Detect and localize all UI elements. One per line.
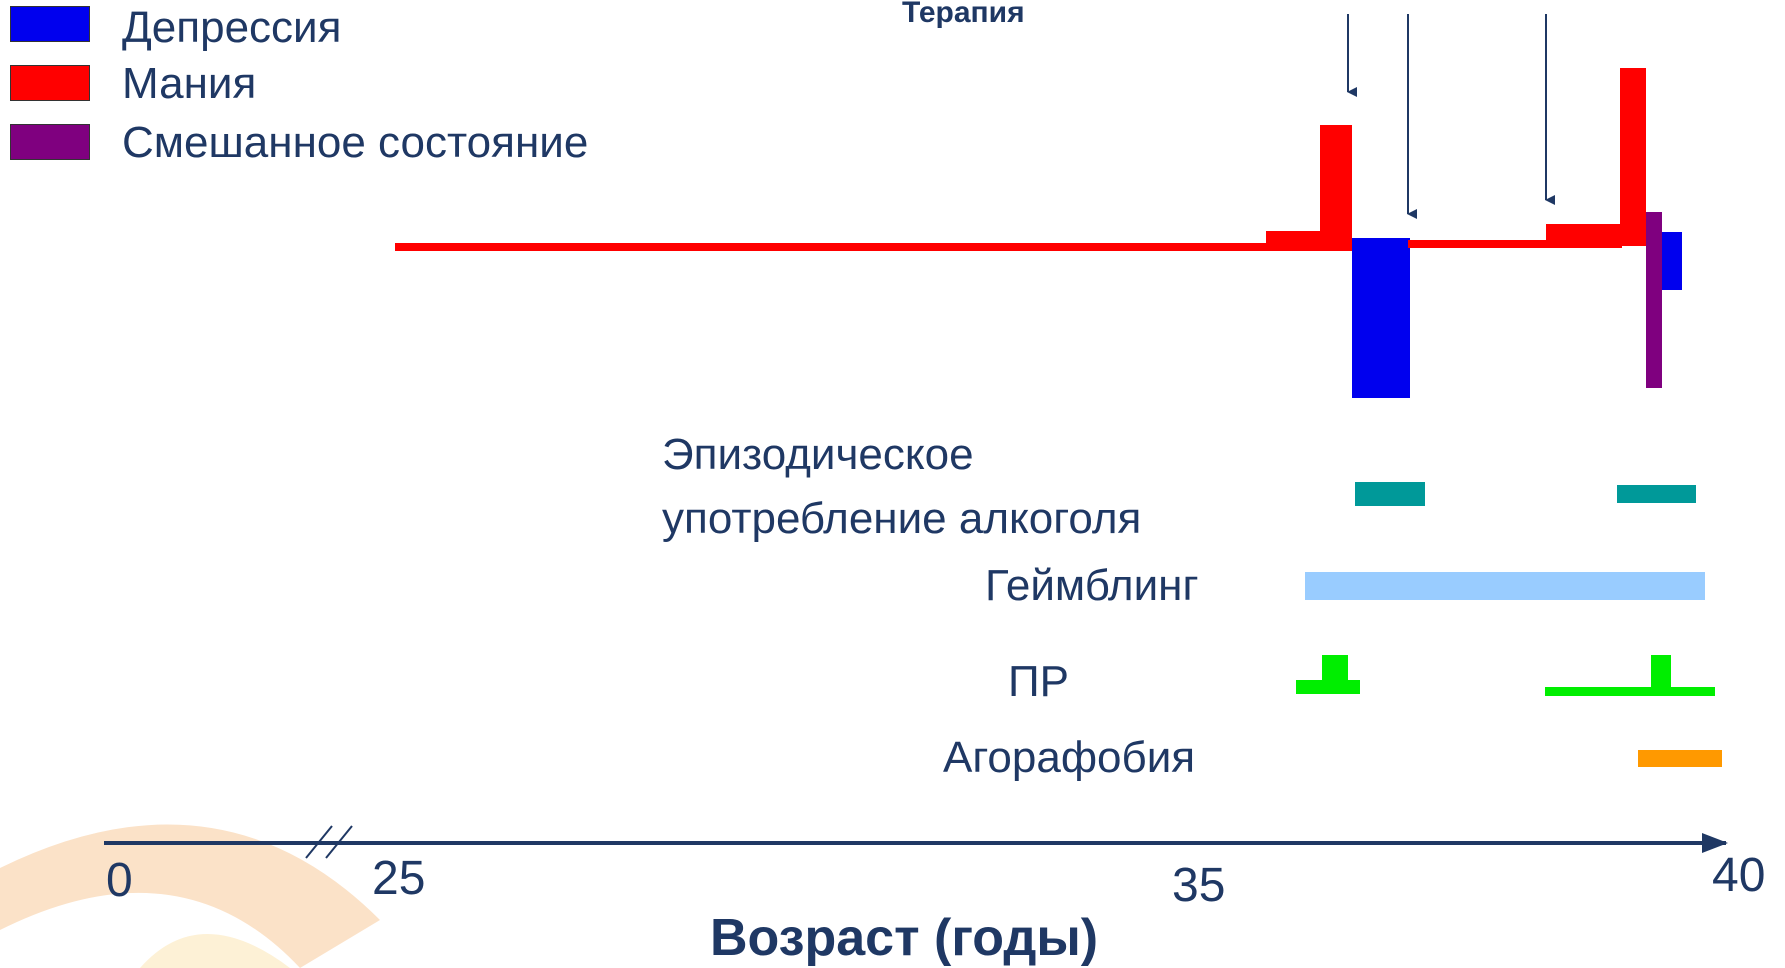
mania-episode-2 <box>1620 68 1646 246</box>
legend-swatch-mania <box>10 65 90 101</box>
axis-tick-25: 25 <box>372 852 426 905</box>
legend-label-mania: Мания <box>122 59 257 108</box>
depression-episode-2 <box>1662 232 1682 290</box>
alcohol-bar-2 <box>1617 485 1696 503</box>
legend-swatch-depression <box>10 6 90 42</box>
axis-tick-35: 35 <box>1172 859 1226 912</box>
axis-tick-0: 0 <box>106 854 133 907</box>
row-label-panic: ПР <box>1008 657 1069 706</box>
depression-episode-1 <box>1352 238 1410 398</box>
mania-episode-1 <box>1320 125 1352 251</box>
mania-hypomanic-1 <box>1266 231 1322 251</box>
row-label-gambling: Геймблинг <box>985 561 1199 610</box>
row-label-alcohol: Эпизодическое употребление алкоголя <box>662 423 1141 551</box>
row-label-alcohol-text: Эпизодическое употребление алкоголя <box>662 430 1142 543</box>
legend-swatch-mixed <box>10 124 90 160</box>
mania-baseline-2 <box>1408 240 1548 248</box>
swoosh-outer <box>0 824 380 968</box>
mixed-episode <box>1646 212 1662 388</box>
row-label-agoraphobia: Агорафобия <box>943 733 1196 782</box>
mania-hypomanic-2 <box>1546 224 1622 248</box>
panic-bar-2-end <box>1630 687 1715 696</box>
axis-break-mark-2 <box>325 825 353 859</box>
gambling-bar <box>1305 572 1705 600</box>
therapy-label: Терапия <box>902 0 1025 29</box>
legend-label-mixed: Смешанное состояние <box>122 118 589 167</box>
panic-bar-1 <box>1296 655 1360 694</box>
swoosh-inner <box>140 934 290 968</box>
axis-title: Возраст (годы) <box>710 909 1099 967</box>
alcohol-bar-1 <box>1355 482 1425 506</box>
axis-tick-40: 40 <box>1712 849 1766 902</box>
panic-bar-2-peak <box>1651 655 1671 696</box>
axis-break-mark-1 <box>305 825 333 859</box>
legend-label-depression: Депрессия <box>122 3 342 52</box>
agoraphobia-bar <box>1638 750 1722 767</box>
mania-baseline <box>395 243 1270 251</box>
